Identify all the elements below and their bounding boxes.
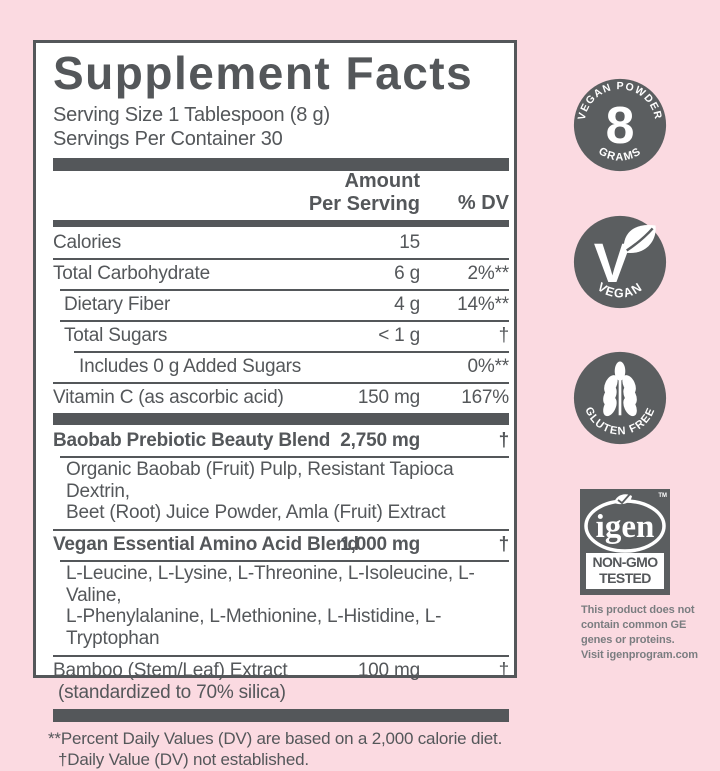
blend-amount: 2,750 mg	[340, 430, 420, 452]
gluten-free-badge-icon: GLUTEN FREE	[573, 351, 667, 445]
nutrient-name: Total Carbohydrate	[53, 263, 210, 285]
serving-size: Serving Size 1 Tablespoon (8 g)	[53, 104, 330, 127]
nutrient-name: Total Sugars	[64, 325, 168, 347]
blend-ingredients-baobab: Organic Baobab (Fruit) Pulp, Resistant T…	[53, 456, 509, 529]
non-gmo-line: NON-GMO	[592, 554, 658, 571]
wheat-icon	[603, 361, 637, 417]
igen-caption: This product does not contain common GE …	[581, 603, 713, 663]
blend-name: Baobab Prebiotic Beauty Blend	[53, 430, 331, 452]
non-gmo-tested-box: NON-GMO TESTED	[586, 553, 664, 589]
badge-vegan: V VEGAN	[572, 214, 668, 310]
amount-label-line2: Per Serving	[308, 192, 420, 215]
igen-logo-icon: igen	[584, 493, 666, 553]
vegan-badge-icon: V VEGAN	[573, 215, 667, 309]
column-header-dv: % DV	[457, 192, 509, 215]
table-row-calories: Calories 15	[53, 227, 509, 258]
table-row-added-sugars: Includes 0 g Added Sugars 0%**	[53, 351, 509, 382]
caption-line: contain common GE	[581, 619, 687, 631]
caption-line: This product does not	[581, 604, 695, 616]
blend-amount: 100 mg	[357, 659, 420, 681]
leaf-icon	[623, 225, 656, 254]
trademark-symbol: TM	[658, 493, 667, 499]
blend-name: Bamboo (Stem/Leaf) Extract	[53, 659, 288, 681]
ingredients-line: Beet (Root) Juice Powder, Amla (Fruit) E…	[66, 502, 446, 524]
product-label-page: { "label": { "title": "Supplement Facts"…	[33, 40, 713, 770]
divider-bar-bottom	[53, 708, 509, 722]
tested-line: TESTED	[599, 569, 651, 586]
table-row-total-carbohydrate: Total Carbohydrate 6 g 2%**	[53, 258, 509, 289]
igen-logo-text: igen	[596, 509, 655, 545]
caption-line: Visit igenprogram.com	[581, 649, 698, 661]
nutrient-dv: 0%**	[467, 356, 510, 378]
nutrient-name: Dietary Fiber	[64, 294, 171, 316]
table-header: Amount Per Serving % DV	[53, 170, 509, 220]
blend-dv: †	[498, 534, 510, 556]
panel-title: Supplement Facts	[53, 47, 474, 99]
badge-igen-non-gmo: TM igen NON-GMO TESTED	[580, 489, 670, 595]
nutrient-amount: 15	[399, 232, 420, 254]
badge-arc-bottom-text: VEGAN	[595, 280, 645, 301]
supplement-facts-panel: Supplement Facts Serving Size 1 Tablespo…	[33, 40, 517, 769]
blend-dv: †	[498, 659, 510, 681]
ingredients-line: Organic Baobab (Fruit) Pulp, Resistant T…	[66, 459, 454, 502]
nutrient-name: Includes 0 g Added Sugars	[79, 356, 302, 378]
table-row-dietary-fiber: Dietary Fiber 4 g 14%**	[53, 289, 509, 320]
column-header-amount: Amount Per Serving	[309, 170, 420, 215]
nutrient-amount: 150 mg	[357, 387, 420, 409]
amount-label-line1: Amount	[344, 170, 420, 193]
table-row-vitamin-c: Vitamin C (as ascorbic acid) 150 mg 167%	[53, 382, 509, 413]
vegan-powder-badge-icon: VEGAN POWDER 8 GRAMS	[573, 78, 667, 172]
ingredients-line: L-Phenylalanine, L-Methionine, L-Histidi…	[66, 606, 442, 650]
nutrient-name: Vitamin C (as ascorbic acid)	[53, 387, 284, 409]
badge-vegan-powder-8-grams: VEGAN POWDER 8 GRAMS	[572, 77, 668, 173]
blend-row-amino: Vegan Essential Amino Acid Blend 1,000 m…	[53, 529, 509, 560]
blend-row-bamboo: Bamboo (Stem/Leaf) Extract (standardized…	[53, 654, 510, 707]
nutrient-amount: 4 g	[394, 294, 420, 316]
nutrient-dv: 167%	[461, 387, 509, 409]
blend-ingredients-amino: L-Leucine, L-Lysine, L-Threonine, L-Isol…	[53, 560, 509, 655]
servings-per-container: Servings Per Container 30	[53, 127, 283, 150]
badge-arc-bottom-text: GRAMS	[596, 145, 643, 163]
divider-bar-header	[53, 220, 509, 228]
table-row-total-sugars: Total Sugars < 1 g †	[53, 320, 509, 351]
footnote-dv-not-established: †Daily Value (DV) not established.	[58, 750, 309, 770]
serving-info: Serving Size 1 Tablespoon (8 g) Servings…	[53, 104, 509, 151]
nutrient-dv: 2%**	[467, 263, 510, 285]
nutrient-name: Calories	[53, 232, 122, 254]
footnote-daily-values: **Percent Daily Values (DV) are based on…	[48, 728, 503, 748]
leaf-check-icon	[614, 493, 632, 505]
divider-bar-section	[53, 413, 509, 426]
nutrient-dv: †	[498, 325, 510, 347]
nutrient-amount: < 1 g	[378, 325, 420, 347]
blend-name: Vegan Essential Amino Acid Blend	[53, 534, 359, 556]
blend-subname: (standardized to 70% silica)	[58, 681, 286, 703]
nutrient-amount: 6 g	[394, 263, 420, 285]
divider-bar-top	[53, 158, 509, 172]
badge-grams-number: 8	[606, 96, 635, 154]
blend-dv: †	[498, 430, 510, 452]
caption-line: genes or proteins.	[581, 634, 675, 646]
blend-amount: 1,000 mg	[340, 534, 420, 556]
badge-gluten-free: GLUTEN FREE	[572, 350, 668, 446]
ingredients-line: L-Leucine, L-Lysine, L-Threonine, L-Isol…	[66, 563, 475, 606]
footnotes: **Percent Daily Values (DV) are based on…	[48, 728, 509, 771]
nutrient-dv: 14%**	[457, 294, 509, 316]
blend-row-baobab: Baobab Prebiotic Beauty Blend 2,750 mg †	[53, 425, 509, 456]
